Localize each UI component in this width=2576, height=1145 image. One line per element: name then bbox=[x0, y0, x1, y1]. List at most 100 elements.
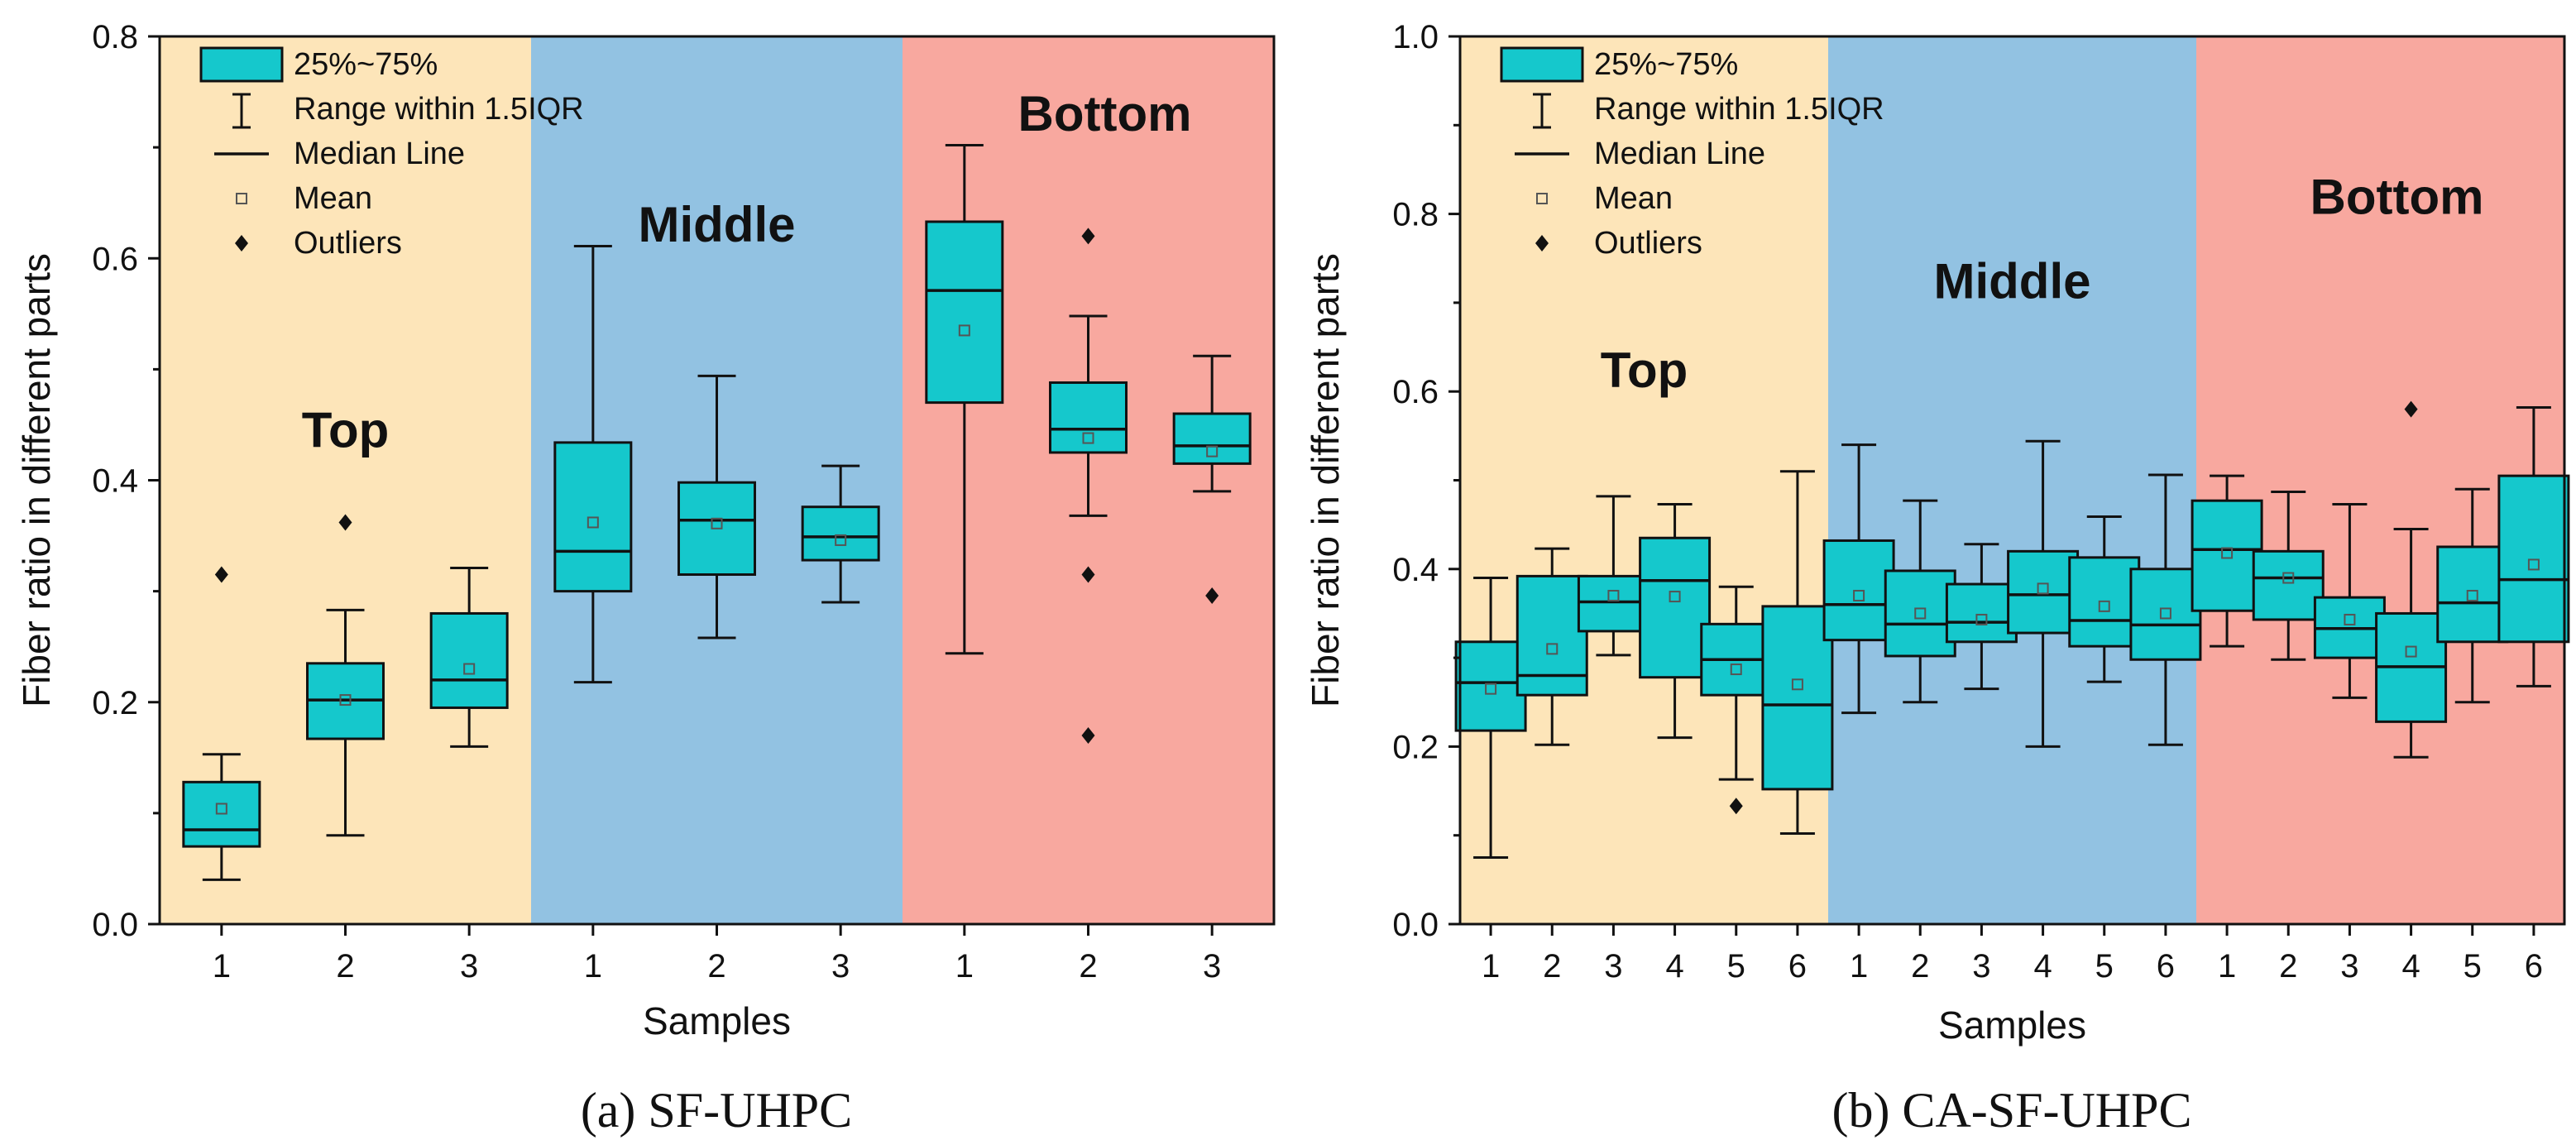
x-tick-label: 6 bbox=[2525, 948, 2543, 985]
x-tick-label: 1 bbox=[1482, 948, 1500, 985]
x-tick-label: 3 bbox=[1604, 948, 1622, 985]
x-tick-label: 1 bbox=[1850, 948, 1868, 985]
legend: 25%~75% Range within 1.5IQR Median Line Mea… bbox=[1500, 46, 1884, 261]
legend: 25%~75% Range within 1.5IQR Median Line Mea… bbox=[199, 46, 584, 261]
mean-marker bbox=[1975, 613, 1988, 625]
chart-b: Top Middle Bottom 0.0 0.2 0.4 0.6 0.8 1.0 1 2 3 4 5 6 1… bbox=[1304, 19, 2570, 1138]
mean-marker bbox=[463, 663, 476, 675]
x-tick-label: 1 bbox=[955, 948, 974, 985]
box-sample-bottom-6 bbox=[2497, 406, 2570, 687]
mean-marker bbox=[1485, 683, 1497, 695]
mean-marker bbox=[2037, 582, 2049, 595]
mean-marker bbox=[1206, 445, 1219, 458]
x-tick-label: 2 bbox=[707, 948, 725, 985]
box-iqr bbox=[1884, 569, 1956, 658]
x-tick-label: 2 bbox=[1911, 948, 1929, 985]
outlier-marker bbox=[1081, 566, 1095, 583]
mean-marker bbox=[339, 694, 352, 707]
box-iqr bbox=[2436, 545, 2509, 644]
outlier-marker bbox=[2404, 400, 2418, 418]
y-tick-label: 0.2 bbox=[92, 685, 138, 721]
y-tick-label: 0.0 bbox=[1392, 907, 1439, 943]
legend-outlier-swatch bbox=[235, 235, 248, 252]
x-tick-label: 4 bbox=[2033, 948, 2052, 985]
mean-marker bbox=[1791, 678, 1803, 691]
mean-marker bbox=[2527, 558, 2540, 571]
y-axis-label: Fiber ratio in different parts bbox=[1304, 253, 1347, 707]
y-tick-label: 0.4 bbox=[1392, 552, 1439, 588]
mean-marker bbox=[711, 517, 723, 529]
y-tick-label: 0.4 bbox=[92, 463, 138, 500]
region-label-bottom: Bottom bbox=[2310, 170, 2484, 225]
box-iqr bbox=[925, 220, 1004, 405]
legend-median-label: Median Line bbox=[294, 137, 465, 171]
x-tick-label: 2 bbox=[1079, 948, 1097, 985]
box-iqr bbox=[429, 611, 509, 709]
mean-marker bbox=[215, 802, 227, 815]
mean-marker bbox=[2466, 589, 2478, 601]
legend-mean-label: Mean bbox=[1594, 181, 1673, 216]
x-tick-label: 1 bbox=[2218, 948, 2236, 985]
mean-marker bbox=[2098, 600, 2110, 612]
box-sample-top-2 bbox=[306, 514, 385, 837]
x-tick-label: 5 bbox=[1727, 948, 1745, 985]
x-tick-label: 1 bbox=[584, 948, 602, 985]
y-tick-label: 0.6 bbox=[92, 241, 138, 277]
box-sample-bottom-3 bbox=[1172, 354, 1252, 604]
x-tick-label: 3 bbox=[2340, 948, 2358, 985]
box-iqr bbox=[1577, 574, 1650, 633]
outlier-marker bbox=[1729, 798, 1743, 815]
outlier-marker bbox=[1205, 587, 1219, 604]
figure-caption: (b) CA-SF-UHPC bbox=[1831, 1083, 2191, 1138]
x-tick-label: 3 bbox=[1972, 948, 1990, 985]
box-sample-middle-2 bbox=[678, 374, 756, 640]
legend-outliers-label: Outliers bbox=[294, 226, 402, 261]
x-tick-label: 4 bbox=[2401, 948, 2420, 985]
mean-marker bbox=[1914, 607, 1927, 620]
legend-mean-label: Mean bbox=[294, 181, 372, 216]
x-tick-label: 2 bbox=[336, 948, 354, 985]
legend-outlier-swatch bbox=[1535, 235, 1549, 252]
x-tick-label: 4 bbox=[1665, 948, 1683, 985]
y-tick-label: 1.0 bbox=[1392, 19, 1439, 55]
box-iqr bbox=[1639, 536, 1712, 679]
legend-mean-swatch bbox=[1536, 193, 1548, 204]
x-tick-label: 3 bbox=[831, 948, 850, 985]
box-iqr bbox=[2007, 549, 2080, 635]
x-axis-label: Samples bbox=[1938, 1004, 2086, 1047]
box-sample-bottom-1 bbox=[925, 143, 1004, 655]
box-iqr bbox=[2191, 499, 2263, 612]
box-sample-bottom-3 bbox=[2313, 502, 2386, 699]
x-tick-label: 5 bbox=[2095, 948, 2114, 985]
box-sample-middle-1 bbox=[1822, 443, 1895, 715]
region-middle-background bbox=[1828, 36, 2196, 924]
box-sample-middle-4 bbox=[2007, 439, 2080, 748]
box-iqr bbox=[1945, 582, 2018, 644]
box-iqr bbox=[1454, 640, 1527, 732]
mean-marker bbox=[1082, 432, 1094, 444]
legend-mean-swatch bbox=[236, 193, 247, 204]
legend-box-swatch bbox=[199, 46, 284, 83]
region-label-middle: Middle bbox=[1934, 254, 2091, 309]
box-sample-bottom-2 bbox=[2252, 490, 2325, 661]
mean-marker bbox=[2221, 547, 2234, 559]
mean-marker bbox=[958, 324, 970, 337]
legend-box-swatch bbox=[1500, 46, 1584, 83]
mean-marker bbox=[1546, 643, 1559, 655]
x-tick-label: 3 bbox=[460, 948, 478, 985]
mean-marker bbox=[587, 516, 599, 529]
mean-marker bbox=[835, 534, 847, 546]
x-tick-label: 5 bbox=[2463, 948, 2482, 985]
y-tick-label: 0.2 bbox=[1392, 729, 1439, 765]
box-iqr bbox=[1515, 574, 1588, 697]
mean-marker bbox=[2159, 607, 2171, 620]
region-label-top: Top bbox=[1601, 343, 1688, 398]
legend-box-label: 25%~75% bbox=[1594, 47, 1738, 82]
box-sample-middle-3 bbox=[1945, 543, 2018, 691]
outlier-marker bbox=[1081, 228, 1095, 245]
mean-marker bbox=[2405, 645, 2417, 658]
box-iqr bbox=[2129, 568, 2202, 661]
box-sample-top-6 bbox=[1761, 470, 1834, 836]
y-axis-label: Fiber ratio in different parts bbox=[15, 253, 58, 707]
